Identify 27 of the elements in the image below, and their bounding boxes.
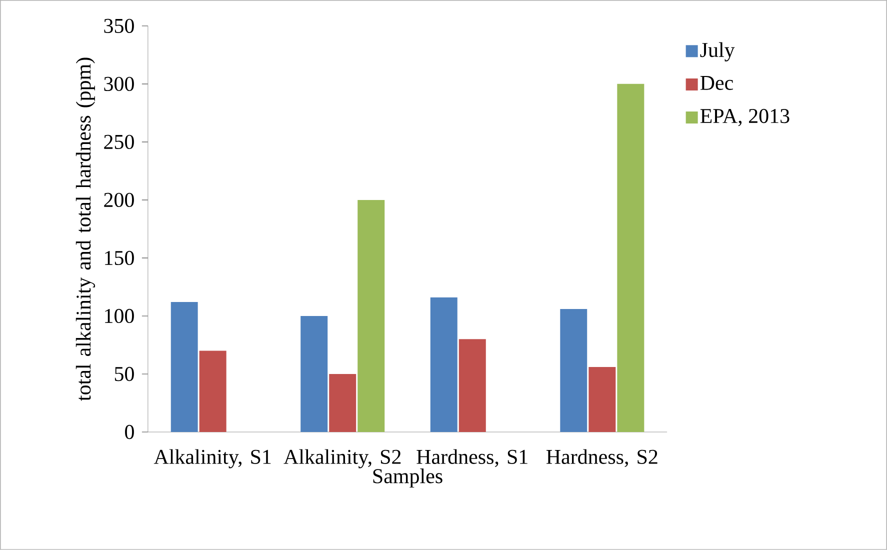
y-tick-label: 200 bbox=[104, 192, 134, 208]
bar bbox=[430, 297, 458, 432]
y-tick-label: 100 bbox=[105, 308, 134, 324]
x-axis-title: Samples bbox=[373, 468, 442, 488]
y-tick-label: 300 bbox=[104, 76, 134, 92]
y-tick-label: 50 bbox=[114, 366, 134, 382]
x-tick-label: Hardness, S2 bbox=[546, 449, 658, 468]
bar bbox=[329, 374, 356, 432]
bar bbox=[358, 200, 385, 432]
bar bbox=[588, 367, 616, 432]
legend-label: Dec bbox=[700, 76, 733, 90]
bar bbox=[170, 302, 198, 432]
x-tick-label: Alkalinity, S1 bbox=[154, 449, 271, 468]
y-tick-label: 0 bbox=[125, 424, 134, 440]
bar bbox=[560, 309, 588, 432]
legend-label: July bbox=[700, 42, 735, 62]
legend-label: EPA, 2013 bbox=[700, 108, 790, 126]
x-tick-label: Alkalinity, S2 bbox=[284, 449, 401, 468]
bar bbox=[300, 316, 328, 432]
y-axis-title: total alkalinity and total hardness (ppm) bbox=[76, 58, 96, 401]
bar bbox=[617, 84, 644, 432]
bar bbox=[199, 350, 226, 432]
y-tick-label: 350 bbox=[104, 18, 134, 34]
bar bbox=[458, 339, 486, 432]
y-tick-label: 150 bbox=[105, 250, 134, 266]
y-tick-label: 250 bbox=[104, 134, 134, 150]
x-tick-label: Hardness, S1 bbox=[416, 449, 528, 468]
